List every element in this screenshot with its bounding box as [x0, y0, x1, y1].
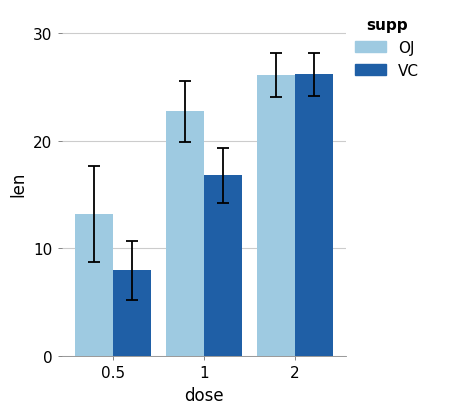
Bar	[165, 112, 204, 356]
Bar	[204, 176, 242, 356]
X-axis label: dose: dose	[184, 386, 224, 404]
Bar	[74, 214, 113, 356]
Bar	[295, 75, 333, 356]
Legend: OJ, VC: OJ, VC	[349, 12, 425, 85]
Bar	[113, 271, 151, 356]
Bar	[256, 76, 295, 356]
Y-axis label: len: len	[9, 172, 27, 197]
